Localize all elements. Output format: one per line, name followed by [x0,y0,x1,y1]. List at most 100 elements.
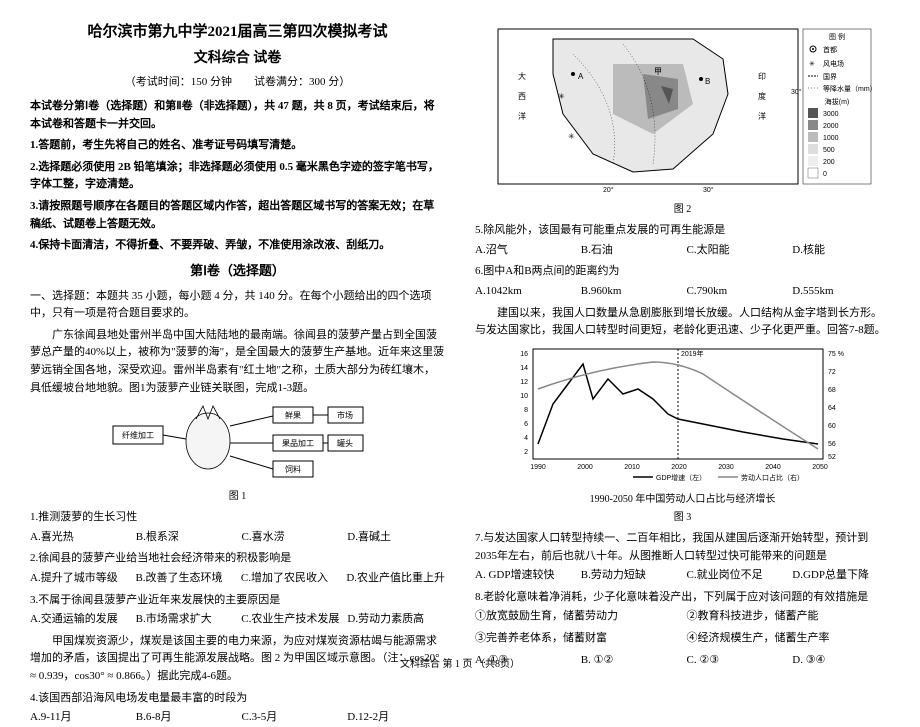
passage-2: 甲国煤炭资源少，煤炭是该国主要的电力来源，为应对煤炭资源枯竭与能源需求增加的矛盾… [30,633,445,686]
exam-subtitle: 文科综合 试卷 [30,48,445,70]
svg-text:10: 10 [520,393,528,400]
q6-a: A.1042km [475,283,573,301]
svg-text:56: 56 [828,441,836,448]
q4-options: A.9-11月 B.6-8月 C.3-5月 D.12-2月 [30,709,445,727]
passage-1: 广东徐闻县地处雷州半岛中国大陆陆地的最南端。徐闻县的菠萝产量占到全国菠萝总产量的… [30,327,445,397]
fig3-title: 1990-2050 年中国劳动人口占比与经济增长 [475,492,890,508]
q5-stem: 5.除风能外，该国最有可能重点发展的可再生能源是 [475,222,890,240]
svg-text:200: 200 [823,159,835,166]
q5-options: A.沼气 B.石油 C.太阳能 D.核能 [475,242,890,260]
q2-b: B.改善了生态环境 [135,570,232,588]
svg-text:64: 64 [828,405,836,412]
svg-text:B: B [705,77,710,86]
svg-text:首都: 首都 [823,45,837,54]
svg-text:14: 14 [520,365,528,372]
svg-text:✳: ✳ [558,92,565,101]
svg-text:劳动人口占比（右）: 劳动人口占比（右） [741,473,804,482]
svg-text:30°: 30° [703,186,714,194]
q1-d: D.喜碱土 [347,529,445,547]
q7-options: A. GDP增速较快 B.劳动力短缺 C.就业岗位不足 D.GDP总量下降 [475,567,890,585]
q6-options: A.1042km B.960km C.790km D.555km [475,283,890,301]
svg-text:30°: 30° [791,88,802,96]
q2-c: C.增加了农民收入 [241,570,338,588]
svg-text:6: 6 [524,421,528,428]
svg-text:52: 52 [828,454,836,461]
svg-text:果品加工: 果品加工 [282,438,314,448]
q4-d: D.12-2月 [347,709,445,727]
svg-text:2000: 2000 [577,464,593,471]
q2-a: A.提升了城市等级 [30,570,127,588]
svg-text:市场: 市场 [337,410,353,420]
q5-d: D.核能 [792,242,890,260]
rule-4: 4.保持卡面清洁，不得折叠、不要弄破、弄皱，不准使用涂改液、刮纸刀。 [30,237,445,255]
q8-d: D. ③④ [792,652,890,670]
svg-text:2019年: 2019年 [681,349,704,358]
svg-text:2030: 2030 [718,464,734,471]
q7-a: A. GDP增速较快 [475,567,573,585]
q1-c: C.喜水涝 [242,529,340,547]
q8-opt4: ④经济规模生产，储蓄生产率 [687,630,891,648]
svg-text:图 例: 图 例 [829,32,845,41]
q4-stem: 4.该国西部沿海风电场发电量最丰富的时段为 [30,690,445,708]
svg-text:2: 2 [524,449,528,456]
part1-header: 第Ⅰ卷（选择题） [30,261,445,282]
svg-text:2040: 2040 [765,464,781,471]
svg-text:GDP增速（左）: GDP增速（左） [656,473,706,482]
q5-a: A.沼气 [475,242,573,260]
svg-text:75 %: 75 % [828,351,844,358]
q8-options: A. ①③ B. ①② C. ②③ D. ③④ [475,652,890,670]
svg-text:1000: 1000 [823,135,839,142]
rule-1: 1.答题前，考生先将自己的姓名、准考证号码填写清楚。 [30,137,445,155]
q4-b: B.6-8月 [136,709,234,727]
q6-stem: 6.图中A和B两点间的距离约为 [475,263,890,281]
svg-text:纤维加工: 纤维加工 [122,430,154,440]
svg-text:0: 0 [823,171,827,178]
q3-c: C.农业生产技术发展 [241,611,339,629]
fig2-caption: 图 2 [475,202,890,218]
figure-1: 纤维加工 鲜果 市场 果品加工 罐头 饲料 图 1 [30,401,445,505]
q2-stem: 2.徐闻县的菠萝产业给当地社会经济带来的积极影响是 [30,550,445,568]
svg-text:甲: 甲 [654,67,662,76]
svg-text:西: 西 [518,92,526,101]
q7-c: C.就业岗位不足 [687,567,785,585]
svg-text:1990: 1990 [530,464,546,471]
q6-b: B.960km [581,283,679,301]
svg-text:3000: 3000 [823,111,839,118]
figure-2: A B 甲 ✳ ✳ 大 西 洋 印 度 洋 20° 30° 30° [475,24,890,218]
q1-a: A.喜光热 [30,529,128,547]
q8-sub-options: ①放宽鼓励生育，储蓄劳动力 ②教育科技进步，储蓄产能 [475,608,890,626]
svg-text:等降水量（mm）: 等降水量（mm） [823,84,873,93]
rule-2: 2.选择题必须使用 2B 铅笔填涂；非选择题必须使用 0.5 毫米黑色字迹的签字… [30,159,445,194]
q4-c: C.3-5月 [242,709,340,727]
svg-text:A: A [578,72,584,81]
time-score: （考试时间：150 分钟 试卷满分：300 分） [30,74,445,92]
svg-text:鲜果: 鲜果 [285,410,301,420]
q8-stem: 8.老龄化意味着净消耗，少子化意味着没产出，下列属于应对该问题的有效措施是 [475,589,890,607]
svg-text:72: 72 [828,369,836,376]
q3-options: A.交通运输的发展 B.市场需求扩大 C.农业生产技术发展 D.劳动力素质高 [30,611,445,629]
rule-3: 3.请按照题号顺序在各题目的答题区域内作答，超出答题区域书写的答案无效；在草稿纸… [30,198,445,233]
svg-text:68: 68 [828,387,836,394]
q7-d: D.GDP总量下降 [792,567,890,585]
q3-a: A.交通运输的发展 [30,611,128,629]
q8-sub-options-2: ③完善养老体系，储蓄财富 ④经济规模生产，储蓄生产率 [475,630,890,648]
svg-text:洋: 洋 [518,111,526,121]
section-intro: 一、选择题：本题共 35 小题，每小题 4 分，共 140 分。在每个小题给出的… [30,288,445,323]
q1-b: B.根系深 [136,529,234,547]
svg-text:16: 16 [520,351,528,358]
q8-opt3: ③完善养老体系，储蓄财富 [475,630,679,648]
q8-opt2: ②教育科技进步，储蓄产能 [687,608,891,626]
figure-3: 16 14 12 10 8 6 4 2 75 % 72 68 64 60 56 … [475,344,890,526]
q5-c: C.太阳能 [687,242,785,260]
svg-text:12: 12 [520,379,528,386]
q1-stem: 1.推测菠萝的生长习性 [30,509,445,527]
passage-3: 建国以来，我国人口数量从急剧膨胀到增长放缓。人口结构从金字塔到长方形。与发达国家… [475,305,890,340]
q5-b: B.石油 [581,242,679,260]
q7-stem: 7.与发达国家人口转型持续一、二百年相比，我国从建国后逐渐开始转型，预计到203… [475,530,890,565]
svg-text:国界: 国界 [823,73,837,81]
svg-text:20°: 20° [603,186,614,194]
q6-d: D.555km [792,283,890,301]
q3-b: B.市场需求扩大 [136,611,234,629]
q3-d: D.劳动力素质高 [347,611,445,629]
svg-text:4: 4 [524,435,528,442]
